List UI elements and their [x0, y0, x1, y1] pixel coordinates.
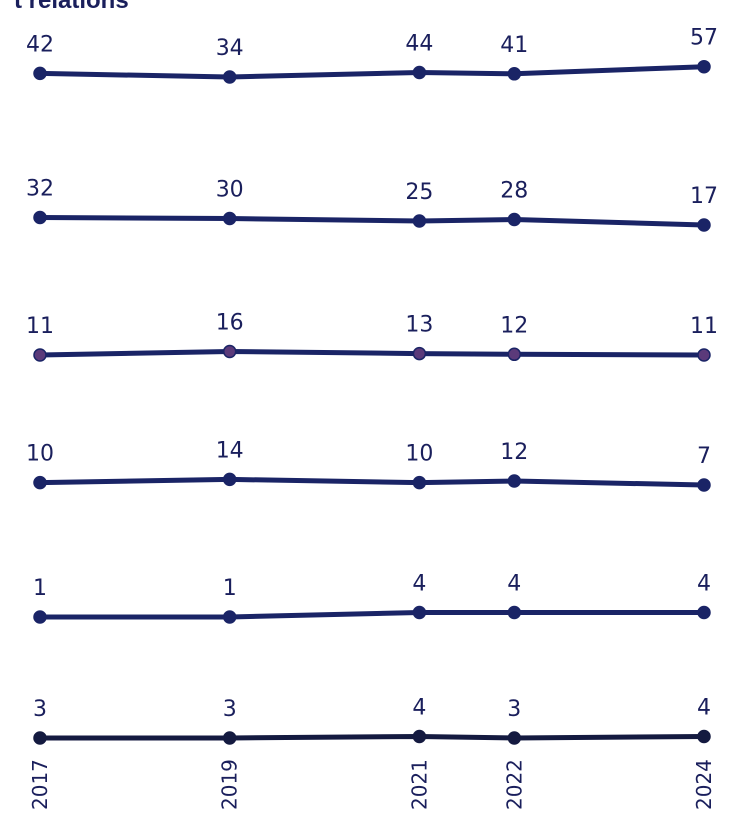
data-label: 34	[216, 36, 244, 61]
series-line	[37, 476, 707, 488]
data-point	[412, 65, 427, 80]
data-point	[33, 475, 47, 490]
data-label: 11	[690, 314, 718, 339]
x-tick-label: 2017	[28, 759, 52, 810]
data-label: 17	[690, 184, 718, 209]
data-label: 3	[223, 697, 237, 722]
data-point	[222, 472, 237, 487]
x-axis: 2017 2019 2021 2022 2024	[28, 759, 716, 810]
data-label: 10	[405, 442, 433, 467]
x-tick-label: 2019	[218, 759, 242, 810]
data-label: 41	[500, 33, 528, 58]
series-4: 10 14 10 12 7	[26, 438, 711, 492]
series-line	[37, 610, 707, 620]
data-label: 32	[26, 177, 54, 202]
x-tick-label: 2021	[407, 759, 431, 810]
data-label: 1	[33, 576, 47, 601]
data-label: 7	[697, 444, 711, 469]
series-line	[37, 215, 707, 228]
data-label: 16	[216, 311, 244, 336]
data-point	[33, 66, 47, 81]
series-5: 1 1 4 4 4	[33, 572, 711, 624]
data-point	[222, 344, 237, 359]
data-label: 13	[405, 313, 433, 338]
series-6: 3 3 4 3 4	[33, 696, 711, 745]
data-point	[412, 214, 427, 228]
x-tick-label: 2022	[502, 759, 526, 810]
chart-title: t relations	[14, 0, 129, 14]
data-point	[507, 212, 522, 227]
data-point	[697, 348, 711, 362]
data-point	[412, 475, 427, 490]
series-1: 42 34 44 41 57	[26, 26, 718, 84]
data-label: 30	[216, 178, 244, 203]
data-point	[697, 605, 711, 620]
data-point	[697, 729, 711, 744]
data-label: 3	[33, 697, 47, 722]
data-label: 10	[26, 442, 54, 467]
data-label: 11	[26, 314, 54, 339]
data-point	[222, 610, 237, 624]
data-label: 4	[412, 572, 426, 597]
data-point	[697, 478, 711, 492]
data-label: 1	[223, 576, 237, 601]
data-label: 4	[507, 572, 521, 597]
data-label: 3	[507, 697, 521, 722]
data-label: 14	[216, 438, 244, 463]
data-point	[507, 605, 522, 620]
data-label: 4	[697, 696, 711, 721]
data-point	[507, 67, 522, 81]
data-label: 12	[500, 313, 528, 338]
data-point	[222, 211, 237, 226]
series-line	[37, 64, 707, 80]
series-line	[37, 734, 707, 741]
data-point	[412, 729, 427, 744]
data-label: 25	[405, 180, 433, 205]
data-label: 42	[26, 32, 54, 57]
series-line	[37, 349, 707, 358]
data-point	[33, 210, 47, 225]
data-point	[33, 348, 47, 362]
data-point	[222, 70, 237, 84]
data-point	[33, 610, 47, 624]
data-point	[507, 731, 522, 745]
series-3: 11 16 13 12 11	[26, 311, 718, 362]
data-label: 44	[405, 32, 433, 57]
data-label: 57	[690, 26, 718, 51]
data-label: 4	[697, 572, 711, 597]
data-point	[697, 59, 711, 74]
data-point	[507, 474, 522, 488]
data-label: 12	[500, 440, 528, 465]
x-tick-label: 2024	[692, 759, 716, 810]
data-point	[507, 347, 522, 362]
data-label: 4	[412, 696, 426, 721]
data-label: 28	[500, 179, 528, 204]
series-2: 32 30 25 28 17	[26, 177, 718, 232]
data-point	[33, 731, 47, 745]
data-point	[412, 346, 427, 361]
data-point	[222, 731, 237, 745]
data-point	[412, 605, 427, 620]
data-point	[697, 218, 711, 232]
